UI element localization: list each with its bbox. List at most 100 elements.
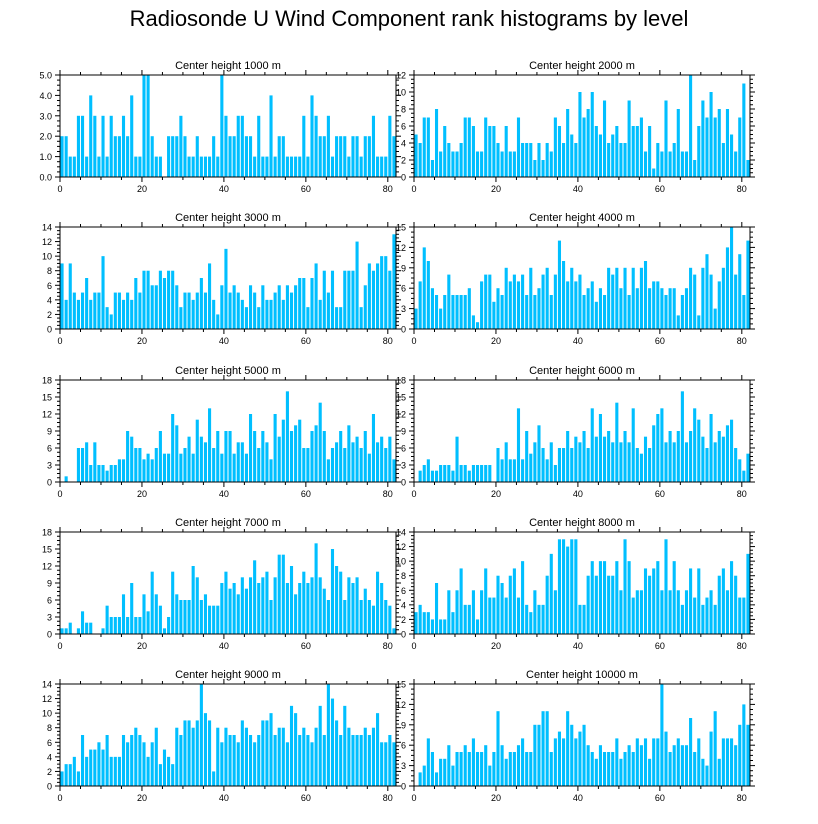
histogram-bar <box>447 745 451 786</box>
histogram-bar <box>212 771 216 786</box>
histogram-bar <box>371 605 376 634</box>
histogram-bar <box>314 543 318 634</box>
y-tick-label: 18 <box>42 528 52 538</box>
histogram-bar <box>294 156 298 177</box>
histogram-bar <box>359 448 363 482</box>
histogram-bar <box>455 436 459 482</box>
histogram-bar <box>602 752 607 786</box>
histogram-bar <box>746 553 750 634</box>
histogram-bar <box>101 628 105 634</box>
histogram-bar <box>742 295 746 329</box>
panel-title: Center height 8000 m <box>529 517 635 529</box>
histogram-bar <box>660 684 664 786</box>
histogram-bar <box>594 126 598 177</box>
histogram-bar <box>631 126 635 177</box>
histogram-bar <box>643 738 648 786</box>
histogram-bar <box>730 419 734 482</box>
histogram-bar <box>500 583 504 634</box>
histogram-bar <box>549 553 553 634</box>
histogram-bar <box>376 263 380 329</box>
histogram-bar <box>257 583 261 634</box>
histogram-bar <box>680 604 684 634</box>
histogram-bar <box>684 442 689 482</box>
histogram-bar <box>443 126 447 177</box>
histogram-bar <box>598 561 602 634</box>
histogram-bar <box>615 561 619 634</box>
histogram-bar <box>261 577 265 634</box>
histogram-bar <box>72 756 76 786</box>
histogram-bar <box>146 270 150 329</box>
histogram-bar <box>570 539 574 634</box>
histogram-bar <box>746 724 750 786</box>
histogram-bar <box>533 295 537 329</box>
histogram-bar <box>607 575 611 634</box>
histogram-bar <box>734 448 738 482</box>
histogram-bar <box>434 470 439 482</box>
histogram-bar <box>725 590 730 634</box>
histogram-bar <box>330 698 335 786</box>
histogram-bar <box>418 772 422 786</box>
x-tick-label: 60 <box>301 489 311 499</box>
histogram-bar <box>689 267 693 329</box>
histogram-bar <box>701 267 705 329</box>
histogram-bar <box>504 442 508 482</box>
histogram-bar <box>418 143 422 177</box>
histogram-bar <box>672 442 676 482</box>
histogram-bar <box>244 136 248 177</box>
y-tick-label: 0 <box>401 173 406 183</box>
histogram-bar <box>623 143 627 177</box>
histogram-bar <box>195 720 199 786</box>
histogram-bar <box>388 436 392 482</box>
histogram-bar <box>516 281 521 329</box>
histogram-bar <box>631 752 635 786</box>
histogram-bar <box>117 459 121 482</box>
x-tick-label: 0 <box>57 489 62 499</box>
histogram-bar <box>553 590 557 634</box>
histogram-bar <box>578 731 582 786</box>
histogram-bar <box>652 168 656 177</box>
histogram-bar <box>105 156 109 177</box>
histogram-bar <box>717 109 721 177</box>
histogram-panel-3: Center height 3000 m 0 2 4 6 8 10 12 14 0 20 40 60 80 <box>42 212 401 346</box>
histogram-bar <box>191 299 195 329</box>
histogram-bar <box>627 442 631 482</box>
histogram-bar <box>500 459 504 482</box>
y-tick-label: 9 <box>47 579 52 589</box>
histogram-bar <box>455 151 459 177</box>
histogram-bar <box>516 408 521 482</box>
histogram-bar <box>121 299 126 329</box>
histogram-bar <box>549 752 553 786</box>
histogram-bar <box>586 745 590 786</box>
histogram-bar <box>525 295 529 329</box>
histogram-bar <box>746 240 750 329</box>
histogram-bar <box>167 136 171 177</box>
histogram-bar <box>684 745 689 786</box>
histogram-bar <box>126 617 130 634</box>
histogram-bar <box>175 136 179 177</box>
histogram-bar <box>463 745 467 786</box>
histogram-bar <box>388 270 392 329</box>
histogram-bar <box>187 600 191 634</box>
y-tick-label: 6 <box>401 444 406 454</box>
y-tick-label: 6 <box>47 444 52 454</box>
histogram-bar <box>154 448 158 482</box>
histogram-bar <box>60 628 64 634</box>
panel-title: Center height 1000 m <box>175 60 281 72</box>
histogram-bar <box>126 136 130 177</box>
histogram-panel-8: Center height 8000 m 0 2 4 6 8 10 12 14 0 20 40 60 80 <box>396 517 755 651</box>
histogram-bar <box>179 307 183 329</box>
histogram-bar <box>504 597 508 634</box>
x-tick-label: 0 <box>411 489 416 499</box>
histogram-bar <box>298 278 302 329</box>
histogram-bar <box>701 758 705 786</box>
panel-title: Center height 7000 m <box>175 517 281 529</box>
histogram-bar <box>619 288 623 329</box>
y-tick-label: 12 <box>42 694 52 704</box>
histogram-bar <box>611 752 615 786</box>
histogram-bar <box>443 295 447 329</box>
histogram-bar <box>660 408 664 482</box>
histogram-bar <box>721 568 725 634</box>
histogram-bar <box>117 617 121 634</box>
histogram-bar <box>725 738 730 786</box>
histogram-bar <box>459 568 463 634</box>
